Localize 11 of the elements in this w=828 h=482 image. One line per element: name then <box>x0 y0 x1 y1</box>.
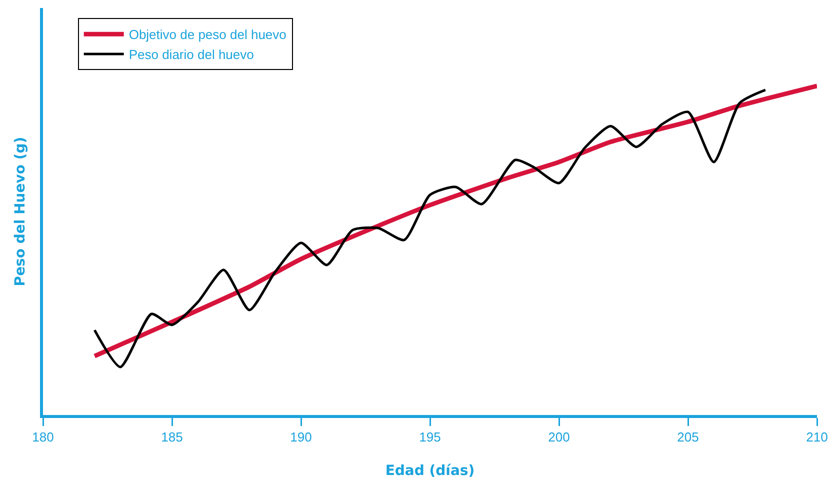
legend-label: Peso diario del huevo <box>128 47 254 62</box>
x-axis-title: Edad (días) <box>385 462 475 479</box>
legend-label: Objetivo de peso del huevo <box>128 27 286 42</box>
x-tick-label: 210 <box>806 430 828 445</box>
x-tick-label: 195 <box>419 430 441 445</box>
x-tick-label: 180 <box>32 430 54 445</box>
x-tick-label: 190 <box>290 430 312 445</box>
x-tick-label: 185 <box>161 430 183 445</box>
y-axis-title: Peso del Huevo (g) <box>12 136 29 286</box>
x-tick-label: 205 <box>677 430 699 445</box>
x-tick-label: 200 <box>548 430 570 445</box>
